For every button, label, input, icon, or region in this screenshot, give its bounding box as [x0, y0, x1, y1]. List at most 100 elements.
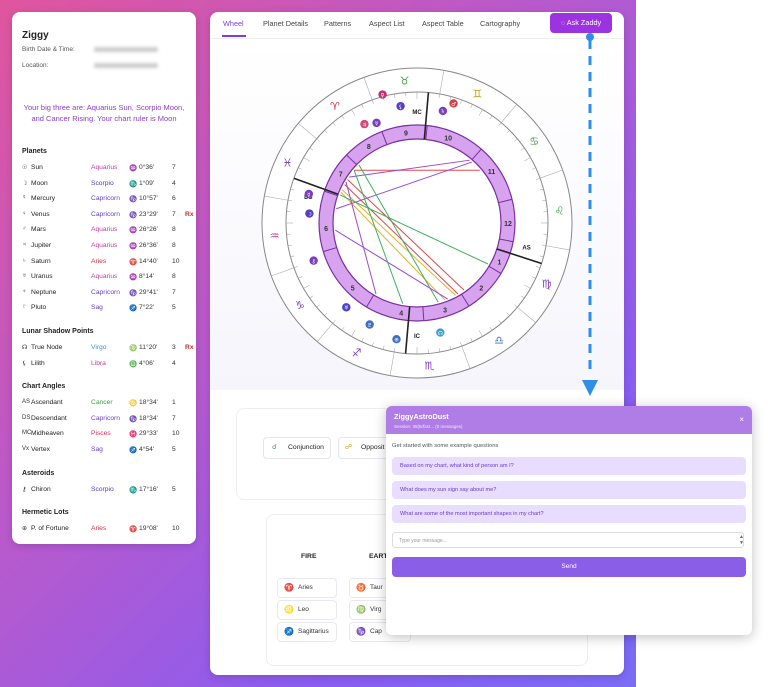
aspect-line: [340, 191, 446, 301]
sign-name: Sag: [91, 304, 103, 312]
table-row[interactable]: ♇ Pluto Sag ♐ 7°22' 5: [22, 304, 192, 314]
tick-mark: [324, 312, 328, 316]
planet-icon: ♇: [22, 304, 27, 311]
zodiac-glyph-icon: ♐: [352, 347, 362, 360]
tab-wheel[interactable]: Wheel: [223, 19, 244, 28]
table-row[interactable]: ♀ Venus Capricorn ♑ 23°29' 7 Rx: [22, 210, 194, 221]
example-question[interactable]: Based on my chart, what kind of person a…: [392, 457, 746, 475]
tick-mark: [478, 330, 483, 337]
degree: 1°09': [139, 179, 155, 187]
tick-mark: [524, 157, 531, 162]
close-icon[interactable]: ×: [739, 415, 744, 424]
planet-glyph-icon: ☊: [438, 331, 443, 337]
tab-aspect-table[interactable]: Aspect Table: [422, 19, 464, 28]
table-row[interactable]: ☽ Moon Scorpio ♏ 1°09' 4: [22, 180, 192, 190]
element-sign-fire[interactable]: ♐ Sagittarius: [277, 622, 337, 642]
house-number: 5: [172, 304, 176, 312]
point-name: Vertex: [31, 446, 50, 453]
zodiac-glyph-icon: ♎: [494, 334, 504, 347]
house-number: 4: [399, 311, 403, 318]
planet-glyph-icon: ♅: [344, 305, 349, 312]
table-row[interactable]: ☉ Sun Aquarius ♒ 0°36' 7: [22, 164, 192, 174]
chat-window: ZiggyAstroDust Session: 35(8rfaO... (0 m…: [386, 406, 752, 635]
table-row[interactable]: ♅ Uranus Aquarius ♒ 8°14' 8: [22, 273, 192, 283]
section-heading-planets: Planets: [22, 148, 47, 155]
planet-icon: ☿: [22, 195, 27, 202]
tab-cartography[interactable]: Cartography: [480, 19, 521, 28]
table-row[interactable]: ♄ Saturn Aries ♈ 14°40' 10: [22, 258, 192, 268]
zodiac-glyph-icon: ♊: [472, 87, 482, 100]
tick-mark: [514, 304, 518, 308]
aspect-line: [358, 164, 439, 303]
chat-title: ZiggyAstroDust: [394, 412, 449, 421]
element-sign-fire[interactable]: ♈ Aries: [277, 578, 337, 598]
tick-mark: [514, 138, 518, 142]
section-heading-angles: Chart Angles: [22, 383, 66, 391]
tick-mark: [361, 337, 364, 342]
tick-mark: [371, 99, 374, 104]
planet-glyph-icon: ♂: [451, 102, 456, 108]
example-question[interactable]: What are some of the most important shap…: [392, 505, 746, 523]
zodiac-icon: ♉: [356, 583, 366, 592]
house-number: 7: [339, 171, 343, 178]
stepper-icon[interactable]: ▲ ▼: [739, 534, 744, 546]
tab-planet-details[interactable]: Planet Details: [263, 19, 309, 28]
table-row[interactable]: DS Descendant Capricorn ♑ 18°34' 7: [22, 415, 192, 425]
profile-name: Ziggy: [22, 30, 49, 41]
house-cusp: [488, 265, 502, 274]
tick-mark: [332, 122, 336, 126]
planet-icon: ♄: [22, 257, 27, 264]
tick-mark: [489, 326, 493, 331]
planet-icon: MC: [22, 430, 32, 437]
table-row[interactable]: MC Midheaven Pisces ♓ 29°33' 10: [22, 430, 192, 440]
degree: 18°34': [139, 414, 158, 422]
aspect-pill-conjunction[interactable]: ☌ Conjunction: [263, 437, 331, 459]
active-tab-indicator: [222, 35, 246, 37]
house-number: 8: [172, 242, 176, 249]
tick-mark: [371, 342, 374, 347]
point-name: Neptune: [31, 288, 57, 296]
table-row[interactable]: AS Ascendant Cancer ♋ 18°34' 1: [22, 399, 192, 409]
tick-mark: [394, 348, 396, 353]
element-sign-fire[interactable]: ♌ Leo: [277, 600, 337, 620]
table-row[interactable]: ♂ Mars Aquarius ♒ 26°26' 8: [22, 226, 192, 236]
table-row[interactable]: ♃ Jupiter Aquarius ♒ 26°36' 8: [22, 242, 192, 252]
birth-value-blurred: [94, 47, 158, 52]
tab-bar: Wheel Planet Details Patterns Aspect Lis…: [210, 12, 624, 39]
table-row[interactable]: ♆ Neptune Capricorn ♑ 29°41' 7: [22, 289, 192, 299]
table-row[interactable]: ⚸ Lilith Libra ♎ 4°06' 4: [22, 360, 192, 370]
message-input[interactable]: Type your message...: [392, 532, 744, 548]
table-row[interactable]: Vx Vertex Sag ♐ 4°54' 5: [22, 446, 192, 456]
sign-name: Cancer: [91, 399, 113, 407]
point-name: Jupiter: [31, 242, 52, 249]
house-number: 1: [498, 259, 502, 266]
natal-chart-wheel[interactable]: ♓♈♉♊♋♌♍♎♏♐♑♒123456789101112MCICASDS♃☿♀⚸♄…: [210, 40, 624, 390]
aspect-line: [344, 184, 459, 295]
angle-axis: [496, 248, 542, 265]
tab-patterns[interactable]: Patterns: [324, 19, 352, 28]
table-row[interactable]: ⊕ P. of Fortune Aries ♈ 19°08' 10: [22, 525, 192, 535]
house-number: 3: [172, 344, 176, 351]
house-number: 10: [172, 525, 180, 533]
sign-name: Capricorn: [91, 288, 120, 296]
tab-aspect-list[interactable]: Aspect List: [369, 19, 405, 28]
planet-icon: Vx: [22, 446, 30, 452]
sign-icon: ♒: [129, 165, 138, 172]
degree: 17°16': [139, 485, 158, 493]
sign-name: Aquarius: [91, 226, 118, 234]
table-row[interactable]: ⚷ Chiron Scorpio ♏ 17°16' 5: [22, 486, 192, 496]
sign-icon: ♒: [129, 227, 138, 235]
table-row[interactable]: ☊ True Node Virgo ♍ 11°20' 3 Rx: [22, 344, 194, 354]
degree: 19°08': [139, 525, 158, 533]
house-number: 8: [367, 144, 371, 151]
send-button[interactable]: Send: [392, 557, 746, 577]
sign-label: Cap: [370, 628, 382, 635]
ask-zaddy-button[interactable]: ◌ Ask Zaddy: [550, 13, 612, 33]
section-heading-lunar: Lunar Shadow Points: [22, 328, 94, 335]
point-name: Ascendant: [31, 399, 63, 407]
example-question[interactable]: What does my sun sign say about me?: [392, 481, 746, 499]
planet-icon: ♀: [22, 210, 27, 217]
table-row[interactable]: ☿ Mercury Capricorn ♑ 10°57' 6: [22, 195, 192, 205]
sign-icon: ♑: [129, 211, 138, 219]
tick-mark: [316, 304, 320, 308]
